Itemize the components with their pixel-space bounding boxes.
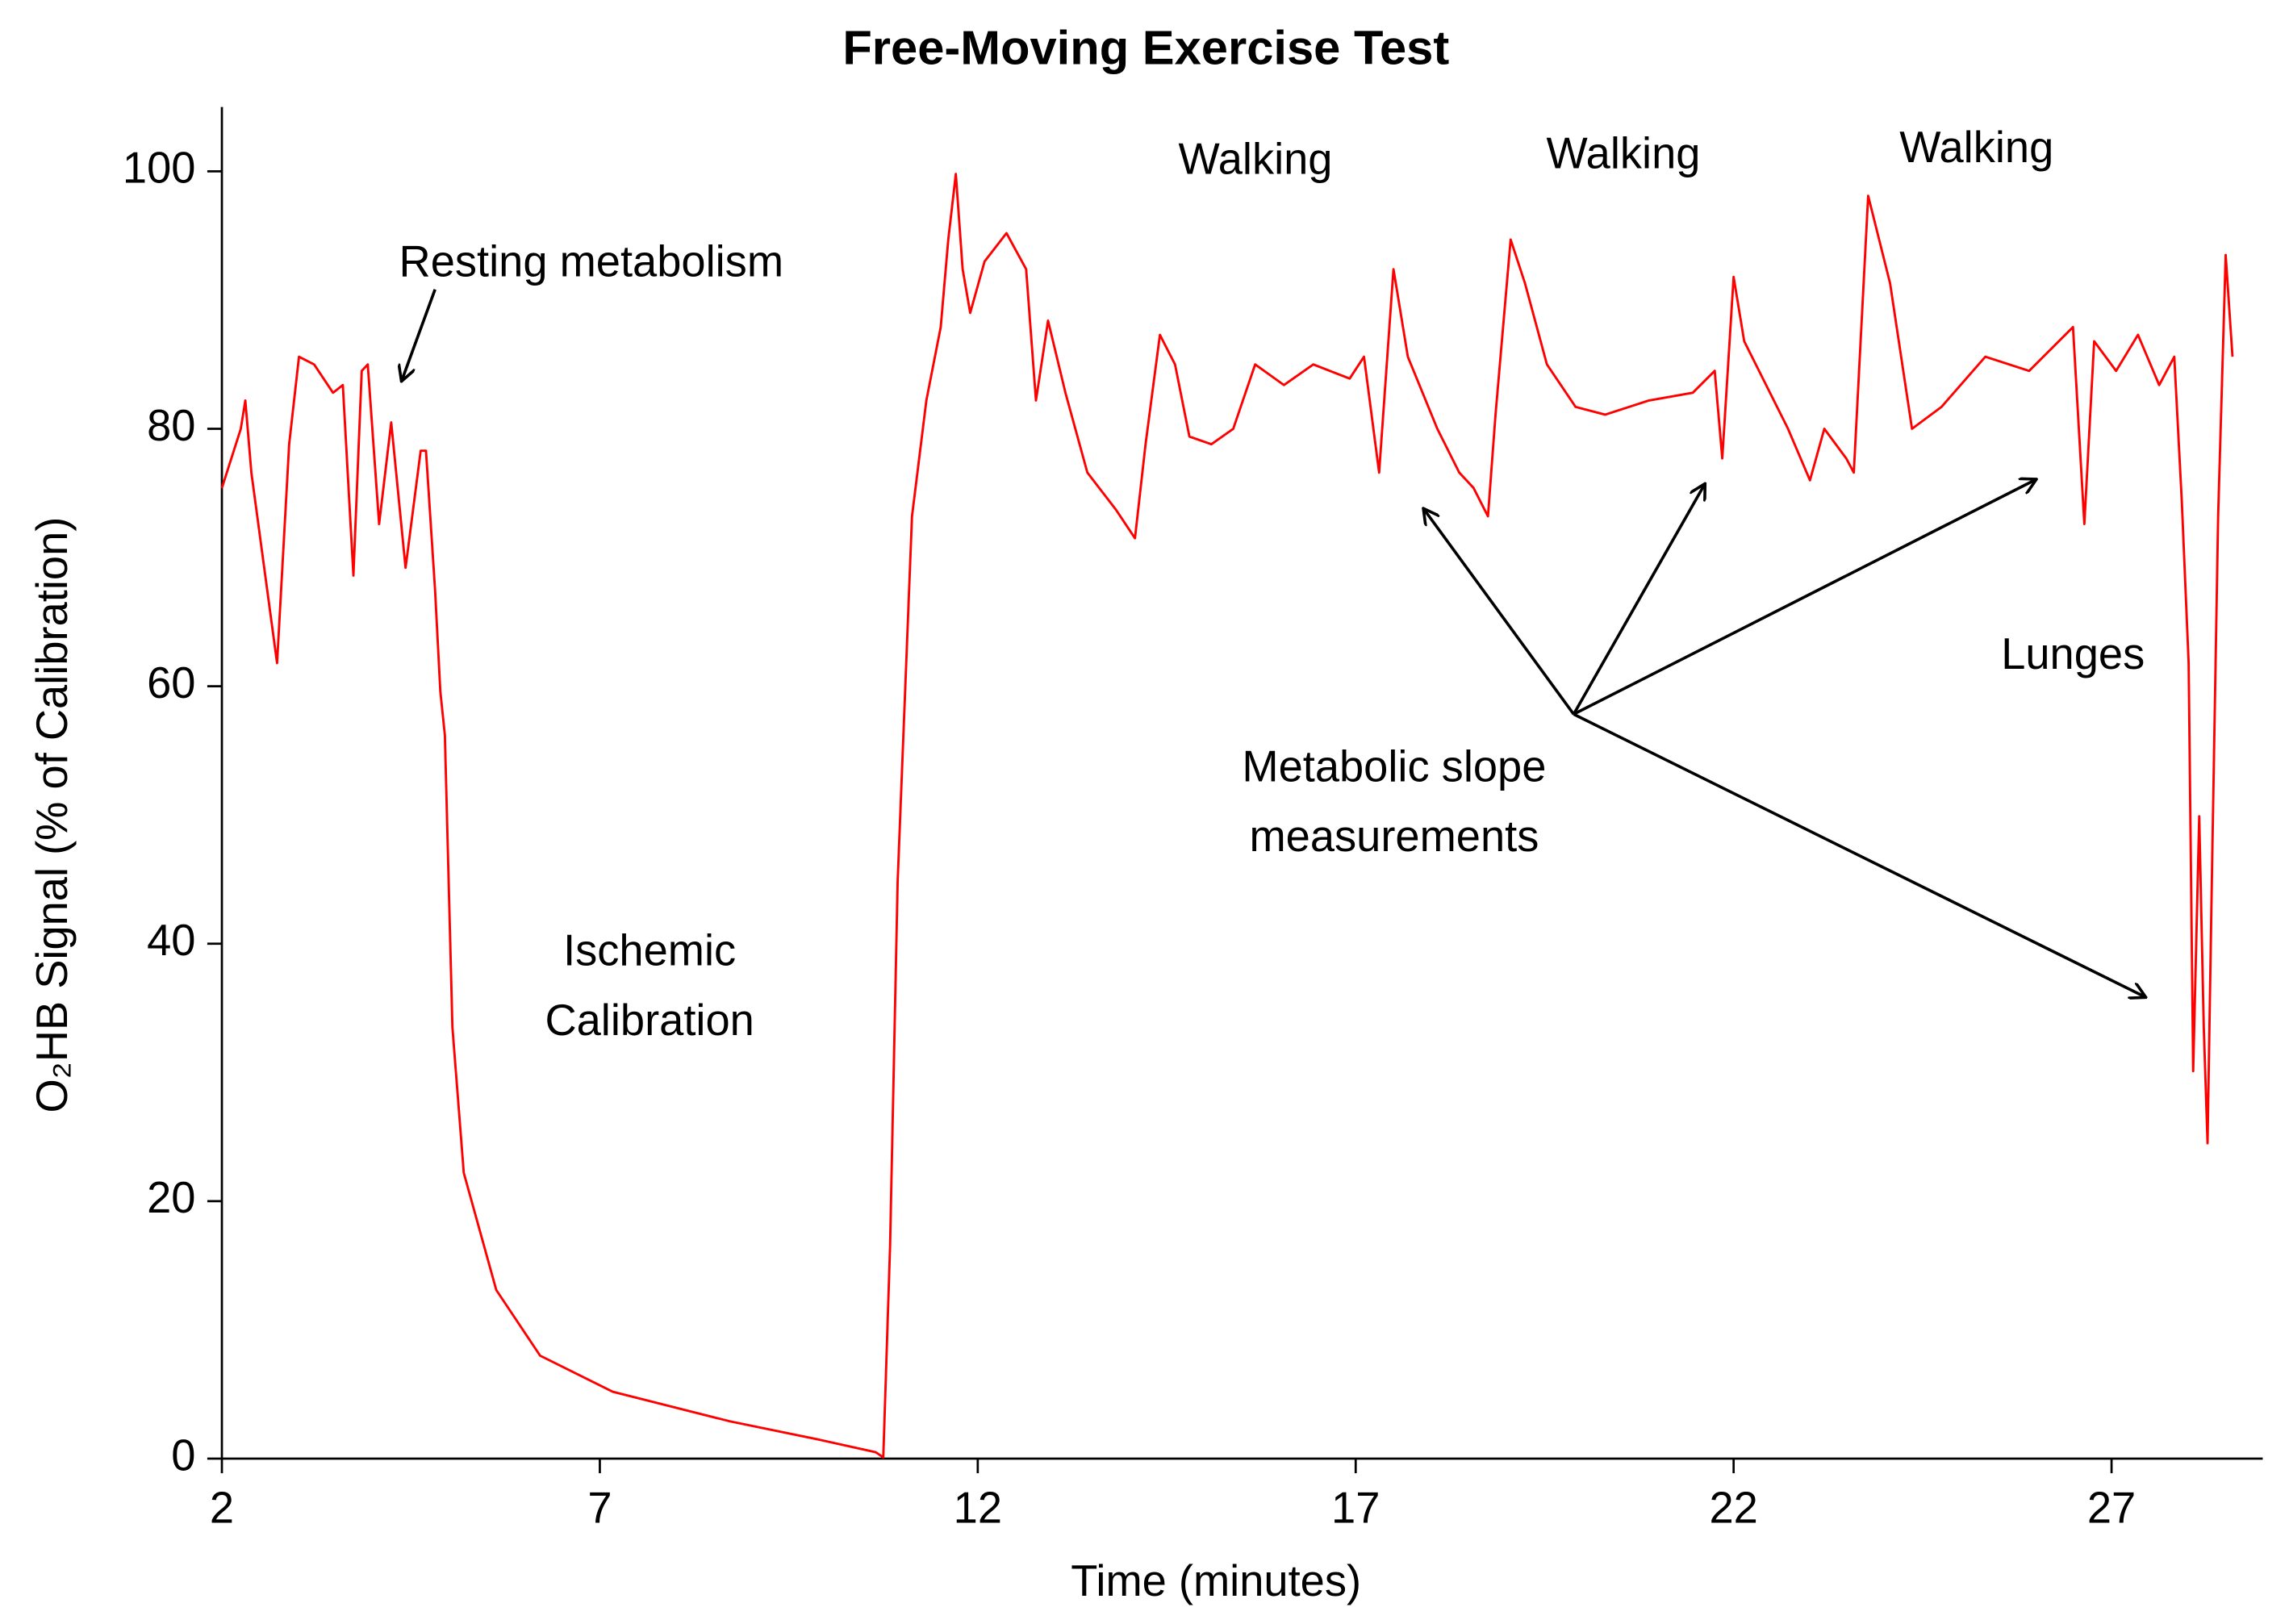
y-tick-label: 100	[123, 144, 196, 193]
annotation: Ischemic	[563, 925, 736, 975]
annotation: Calibration	[545, 996, 754, 1045]
x-tick-label: 27	[2087, 1484, 2136, 1533]
annotation-arrow	[1572, 483, 1705, 716]
annotation: Lunges	[2001, 629, 2145, 678]
y-tick-label: 80	[147, 401, 195, 450]
data-line	[220, 173, 2234, 1459]
y-tick-label: 0	[171, 1430, 195, 1480]
annotation: Metabolic slope	[1242, 741, 1546, 791]
annotation-arrow	[1573, 712, 2145, 997]
y-axis-label: O₂HB Signal (% of Calibration)	[27, 517, 77, 1113]
annotation-arrow	[1573, 479, 2036, 716]
x-axis-label: Time (minutes)	[1071, 1556, 1361, 1605]
annotation: Walking	[1546, 128, 1700, 177]
annotation: Walking	[1899, 123, 2053, 172]
annotation: Walking	[1179, 135, 1333, 184]
y-tick-label: 40	[147, 916, 195, 965]
chart-title: Free-Moving Exercise Test	[842, 21, 1449, 75]
y-tick-label: 20	[147, 1173, 195, 1222]
x-tick-label: 22	[1709, 1484, 1757, 1533]
y-tick-label: 60	[147, 658, 195, 708]
x-tick-label: 17	[1331, 1484, 1380, 1533]
x-tick-label: 7	[587, 1484, 612, 1533]
annotation-arrow	[402, 289, 436, 382]
annotation: Resting metabolism	[399, 236, 784, 286]
x-tick-label: 12	[954, 1484, 1002, 1533]
annotation-arrow	[1423, 508, 1575, 716]
annotation: measurements	[1249, 812, 1539, 861]
x-tick-label: 2	[210, 1484, 234, 1533]
